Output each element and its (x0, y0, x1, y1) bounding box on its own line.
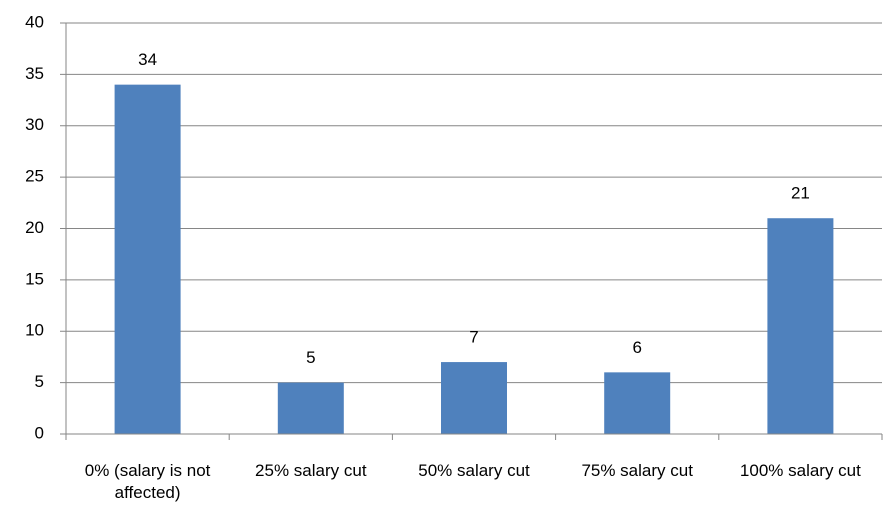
y-tick-label: 40 (25, 12, 44, 31)
bar (767, 218, 834, 434)
data-label: 5 (306, 348, 315, 367)
y-tick-label: 0 (35, 423, 44, 442)
bar (441, 362, 507, 434)
bar (604, 372, 671, 434)
y-tick-label: 30 (25, 115, 44, 134)
bar (277, 382, 344, 434)
bar (114, 84, 181, 435)
data-label: 21 (791, 184, 810, 203)
x-tick-label: 75% salary cut (581, 461, 693, 480)
y-tick-label: 15 (25, 269, 44, 288)
y-tick-label: 35 (25, 64, 44, 83)
x-tick-label: 25% salary cut (255, 461, 367, 480)
x-tick-label: 100% salary cut (739, 461, 861, 480)
data-label: 7 (469, 328, 478, 347)
y-tick-label: 25 (25, 167, 44, 186)
data-label: 34 (138, 50, 157, 69)
x-tick-label: 0% (salary is not affected) (84, 461, 211, 502)
y-tick-label: 10 (25, 321, 44, 340)
y-tick-label: 20 (25, 218, 44, 237)
y-tick-label: 5 (35, 372, 44, 391)
data-label: 6 (632, 338, 641, 357)
x-tick-label: 50% salary cut (418, 461, 530, 480)
